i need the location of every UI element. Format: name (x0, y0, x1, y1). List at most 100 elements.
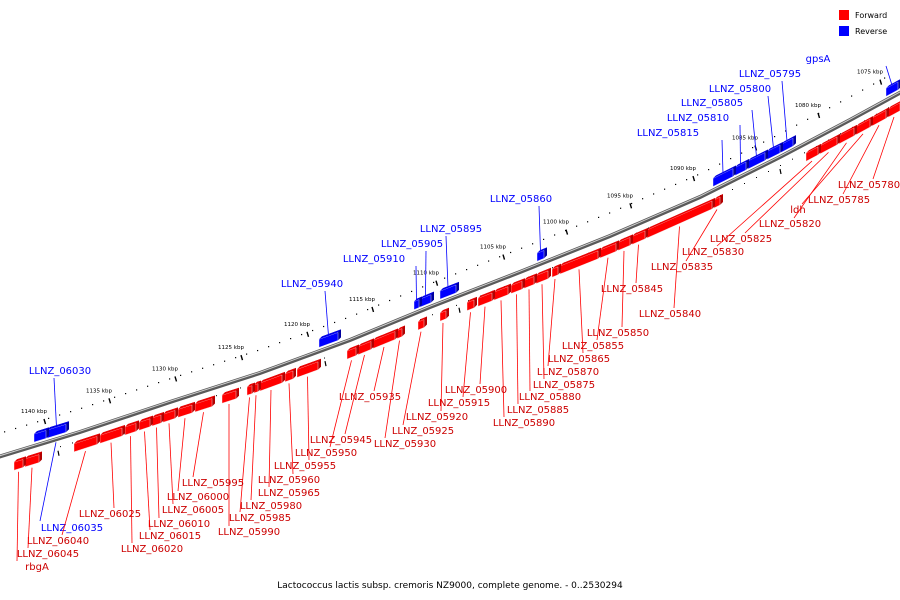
ruler-dot (433, 281, 435, 284)
ruler-dot (774, 136, 776, 138)
ruler-dot (26, 424, 28, 426)
kbp-tick (502, 254, 506, 260)
gene-LLNZ_05835 (713, 194, 723, 209)
gene-top (125, 420, 139, 427)
leader-line (168, 423, 174, 505)
leader-line (721, 139, 724, 174)
gene-label-reverse: LLNZ_05805 (681, 98, 743, 109)
gene-label-forward: LLNZ_05855 (562, 341, 624, 352)
gene-label-reverse: LLNZ_05860 (490, 194, 552, 205)
ruler-dot-lower (648, 227, 649, 229)
leader-line (673, 226, 680, 309)
ruler-dot (488, 260, 490, 262)
leader-line (192, 412, 204, 478)
gene-label-forward: LLNZ_05960 (258, 475, 320, 486)
ruler-dot (59, 414, 61, 416)
gene-label-forward: LLNZ_05870 (537, 367, 599, 378)
gene-LLNZ_05860 (536, 247, 547, 262)
leader-line (793, 142, 847, 219)
gene-LLNZ_05780 (887, 101, 900, 118)
leader-line (751, 109, 757, 157)
ruler-dot-lower (780, 165, 781, 166)
backbone-highlight (0, 91, 900, 457)
gene-body (417, 319, 425, 331)
gene-LLNZ_05960 (284, 367, 296, 383)
kbp-tick (435, 280, 439, 286)
gene-label-forward: LLNZ_06045 (17, 549, 79, 560)
gene-LLNZ_05920 (439, 307, 449, 322)
gene-label-forward: LLNZ_06005 (162, 505, 224, 516)
ruler-dot (543, 238, 545, 240)
gene-gpsA (885, 79, 900, 97)
gene-top (632, 227, 648, 237)
gene-label-reverse: LLNZ_05800 (709, 84, 771, 95)
leader-line (462, 312, 471, 398)
ruler-dot-lower (60, 446, 61, 448)
gene-label-reverse: LLNZ_05810 (667, 113, 729, 124)
ruler-dot (235, 357, 237, 359)
gene-label-reverse: LLNZ_05910 (343, 254, 405, 265)
ruler-dot (807, 118, 809, 120)
lower-tick (57, 450, 60, 456)
gene-LLNZ_05875 (535, 267, 551, 284)
ruler-dot (257, 349, 259, 352)
ruler-dot-lower (432, 314, 433, 316)
gene-LLNZ_06000 (177, 401, 195, 418)
kbp-tick (240, 354, 244, 361)
gene-top (888, 101, 900, 110)
gene-body (318, 332, 339, 348)
gene-LLNZ_05990 (221, 387, 239, 404)
gene-LLNZ_05850 (617, 234, 633, 251)
ruler-dot (279, 342, 281, 344)
gene-label-forward: LLNZ_05885 (507, 405, 569, 416)
ruler-dot (686, 179, 688, 181)
ruler-dot (213, 364, 215, 366)
gene-LLNZ_05805 (747, 149, 768, 170)
kbp-tick-label: 1135 kbp (86, 388, 112, 394)
gene-label-forward: LLNZ_05985 (229, 513, 291, 524)
leader-line (329, 360, 352, 448)
leader-line (156, 427, 160, 519)
kbp-tick-label: 1130 kbp (152, 366, 178, 372)
ruler-dot-lower (552, 267, 553, 269)
gene-LLNZ_06045 (24, 451, 42, 468)
gene-LLNZ_05885 (510, 278, 525, 294)
ruler-dot (202, 367, 204, 369)
gene-body (855, 118, 871, 136)
leader-line (250, 395, 257, 501)
gene-body (466, 299, 475, 311)
gene-LLNZ_05915 (466, 296, 477, 311)
kbp-tick (692, 175, 696, 182)
leader-line (781, 80, 788, 142)
leader-line (239, 397, 250, 513)
ruler-dot (81, 407, 83, 409)
gene-label-forward: LLNZ_05945 (310, 435, 372, 446)
leader-line (872, 116, 895, 180)
gene-LLNZ_06035 (33, 427, 49, 443)
gene-label-forward: LLNZ_05955 (274, 461, 336, 472)
gene-label-reverse: LLNZ_06030 (29, 366, 91, 377)
leader-line (307, 376, 310, 461)
kbp-tick-label: 1100 kbp (543, 220, 569, 226)
leader-line (144, 431, 151, 531)
gene-top (418, 316, 427, 322)
ruler-dot (367, 308, 369, 311)
gene-LLNZ_05925 (417, 316, 427, 331)
gene-LLNZ_05785 (871, 107, 889, 127)
ruler-dot (37, 421, 39, 423)
gene-body (838, 127, 855, 145)
leader-line (177, 418, 186, 492)
gene-top (494, 283, 511, 293)
ruler-dot-lower (804, 152, 805, 154)
ruler-dot (609, 212, 611, 214)
kbp-tick-label: 1085 kbp (732, 136, 758, 142)
ruler-dot (114, 396, 116, 398)
leader-line (885, 65, 893, 86)
gene-body (871, 110, 887, 127)
leader-line (739, 124, 741, 165)
leader-line (288, 383, 294, 475)
ruler-dot (477, 264, 479, 266)
ruler-dot (840, 101, 842, 103)
leader-line (596, 257, 609, 341)
gene-LLNZ_05840 (646, 198, 715, 239)
